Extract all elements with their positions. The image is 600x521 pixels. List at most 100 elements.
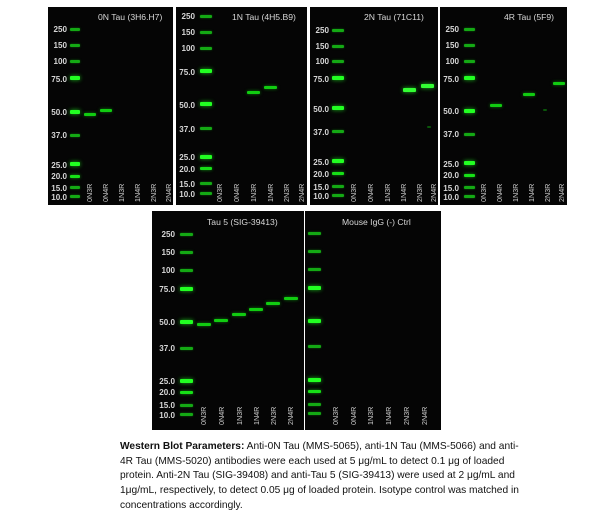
- ladder-band: [308, 268, 321, 271]
- ladder-band: [332, 185, 344, 188]
- sample-band-1n4r: [249, 308, 263, 311]
- ladder-band: [464, 133, 475, 136]
- panel-title: Tau 5 (SIG-39413): [207, 217, 278, 227]
- mw-label: 25.0: [443, 160, 459, 169]
- lane-label: 0N3R: [349, 183, 358, 202]
- lane-label: 0N3R: [85, 183, 94, 202]
- ladder-band: [464, 28, 475, 31]
- sample-band-2n3r: [403, 88, 416, 92]
- figure-caption: Western Blot Parameters: Anti-0N Tau (MM…: [120, 440, 520, 514]
- blot-panel-1n-tau: 1N Tau (4H5.B9) 250 150 100 75.0 50.0 37…: [176, 7, 307, 205]
- ladder-band: [332, 60, 344, 63]
- mw-label: 150: [161, 248, 175, 257]
- ladder-band: [200, 102, 212, 106]
- ladder-band: [200, 192, 212, 195]
- lane-label: 2N3R: [269, 406, 278, 425]
- ladder-band: [200, 15, 212, 18]
- mw-label: 75.0: [51, 75, 67, 84]
- lane-label: 2N4R: [164, 183, 173, 202]
- mw-label: 10.0: [51, 193, 67, 202]
- lane-label: 0N3R: [215, 183, 224, 202]
- ladder-band: [70, 60, 80, 63]
- ladder-band: [464, 109, 475, 113]
- ladder-band: [200, 127, 212, 130]
- mw-label: 20.0: [443, 171, 459, 180]
- mw-label: 50.0: [51, 108, 67, 117]
- lane-label: 1N3R: [511, 183, 520, 202]
- lane-label: 1N4R: [266, 183, 275, 202]
- ladder-band: [332, 29, 344, 32]
- mw-label: 25.0: [313, 158, 329, 167]
- mw-label: 150: [53, 41, 67, 50]
- ladder-band: [70, 186, 80, 189]
- mw-label: 37.0: [313, 128, 329, 137]
- panel-title: 0N Tau (3H6.H7): [98, 12, 163, 22]
- mw-label: 10.0: [179, 190, 195, 199]
- sample-band-0n3r: [197, 323, 211, 326]
- ladder-band: [308, 286, 321, 290]
- blot-panel-4r-tau: 4R Tau (5F9) 250 150 100 75.0 50.0 37.0 …: [440, 7, 567, 205]
- mw-label: 25.0: [51, 161, 67, 170]
- ladder-band: [308, 345, 321, 348]
- ladder-band: [70, 195, 80, 198]
- ladder-band: [464, 44, 475, 47]
- ladder-band: [308, 319, 321, 323]
- ladder-band: [200, 47, 212, 50]
- sample-band-1n4r: [264, 86, 277, 89]
- mw-label: 15.0: [179, 180, 195, 189]
- mw-label: 15.0: [443, 184, 459, 193]
- ladder-band: [70, 162, 80, 166]
- lane-label: 0N4R: [495, 183, 504, 202]
- mw-label: 150: [445, 41, 459, 50]
- ladder-band: [332, 106, 344, 110]
- mw-label: 37.0: [179, 125, 195, 134]
- ladder-band: [70, 175, 80, 178]
- ladder-band: [70, 44, 80, 47]
- ladder-band: [332, 76, 344, 80]
- mw-label: 75.0: [179, 68, 195, 77]
- mw-label: 100: [181, 44, 195, 53]
- lane-label: 0N4R: [217, 406, 226, 425]
- sample-band-0n3r: [84, 113, 96, 116]
- ladder-band: [332, 130, 344, 133]
- ladder-band: [332, 194, 344, 197]
- mw-label: 10.0: [443, 193, 459, 202]
- ladder-band: [70, 134, 80, 137]
- mw-label: 37.0: [51, 131, 67, 140]
- ladder-band: [464, 60, 475, 63]
- mw-label: 100: [53, 57, 67, 66]
- lane-label: 2N3R: [543, 183, 552, 202]
- ladder-band: [180, 287, 193, 291]
- ladder-band: [180, 269, 193, 272]
- ladder-band: [180, 404, 193, 407]
- mw-label: 75.0: [159, 285, 175, 294]
- ladder-band: [200, 155, 212, 159]
- mw-label: 20.0: [313, 170, 329, 179]
- lane-label: 0N3R: [199, 406, 208, 425]
- panel-title: 2N Tau (71C11): [364, 12, 424, 22]
- mw-label: 250: [315, 26, 329, 35]
- ladder-band: [332, 159, 344, 163]
- lane-label: 2N4R: [557, 183, 566, 202]
- ladder-band: [70, 28, 80, 31]
- lane-label: 2N4R: [429, 183, 438, 202]
- blot-panel-2n-tau: 2N Tau (71C11) 250 150 100 75.0 50.0 37.…: [310, 7, 438, 205]
- lane-label: 1N4R: [399, 183, 408, 202]
- mw-label: 75.0: [313, 75, 329, 84]
- ladder-band: [180, 391, 193, 394]
- lane-label: 1N3R: [366, 406, 375, 425]
- lane-label: 1N3R: [249, 183, 258, 202]
- ladder-band: [332, 45, 344, 48]
- mw-label: 25.0: [159, 377, 175, 386]
- ladder-band: [464, 186, 475, 189]
- ladder-band: [200, 182, 212, 185]
- ladder-band: [200, 69, 212, 73]
- blot-panel-mouse-igg-ctrl: Mouse IgG (-) Ctrl 0N3R 0N4R 1N3R 1N4R 2…: [305, 211, 441, 430]
- mw-label: 75.0: [443, 75, 459, 84]
- lane-label: 1N4R: [133, 183, 142, 202]
- sample-band-0n4r: [490, 104, 502, 107]
- sample-band-1n4r: [523, 93, 535, 96]
- sample-band-1n3r: [232, 313, 246, 316]
- mw-label: 150: [181, 28, 195, 37]
- panel-title: 1N Tau (4H5.B9): [232, 12, 296, 22]
